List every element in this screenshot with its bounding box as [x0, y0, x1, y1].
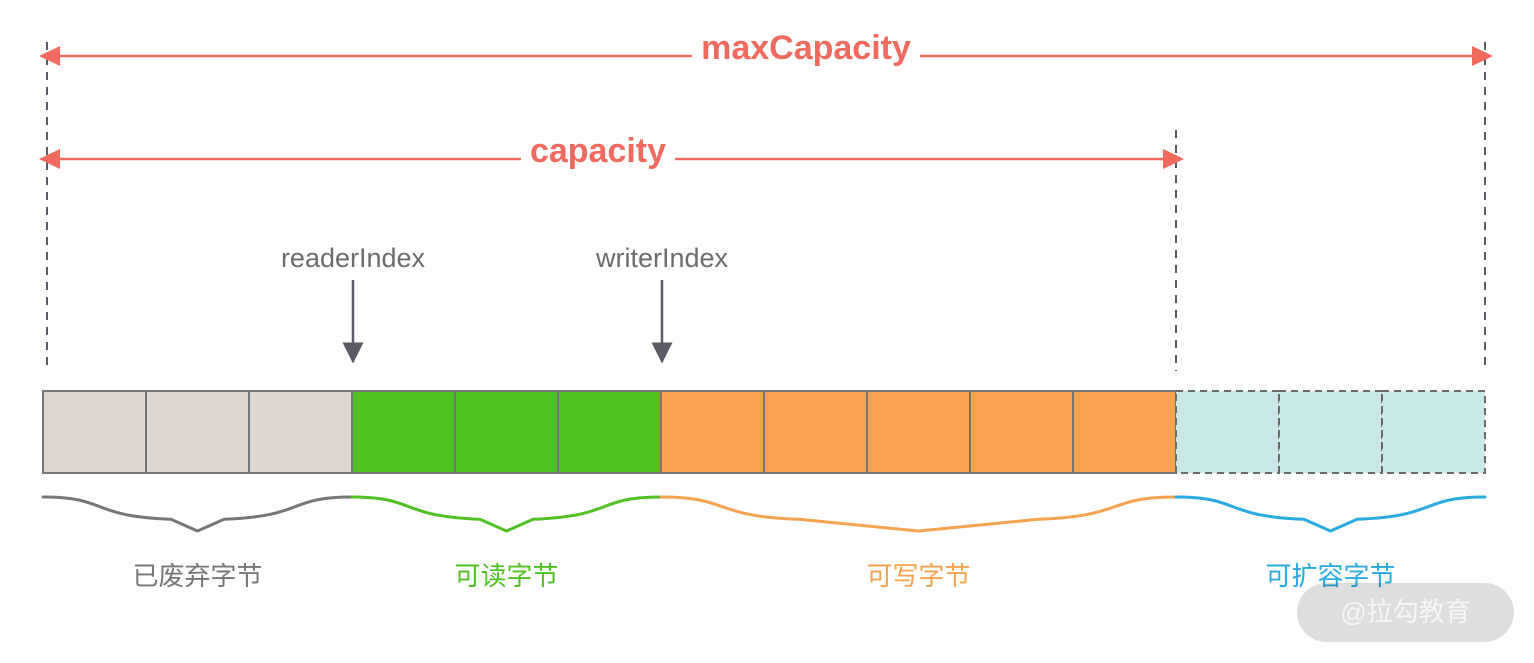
svg-text:maxCapacity: maxCapacity: [701, 29, 911, 67]
svg-text:可读字节: 可读字节: [454, 561, 558, 591]
svg-text:@拉勾教育: @拉勾教育: [1340, 597, 1470, 627]
svg-text:可写字节: 可写字节: [866, 561, 970, 591]
svg-text:writerIndex: writerIndex: [595, 243, 729, 273]
svg-text:capacity: capacity: [530, 132, 666, 170]
svg-text:readerIndex: readerIndex: [281, 243, 426, 273]
svg-text:已废弃字节: 已废弃字节: [132, 561, 262, 591]
